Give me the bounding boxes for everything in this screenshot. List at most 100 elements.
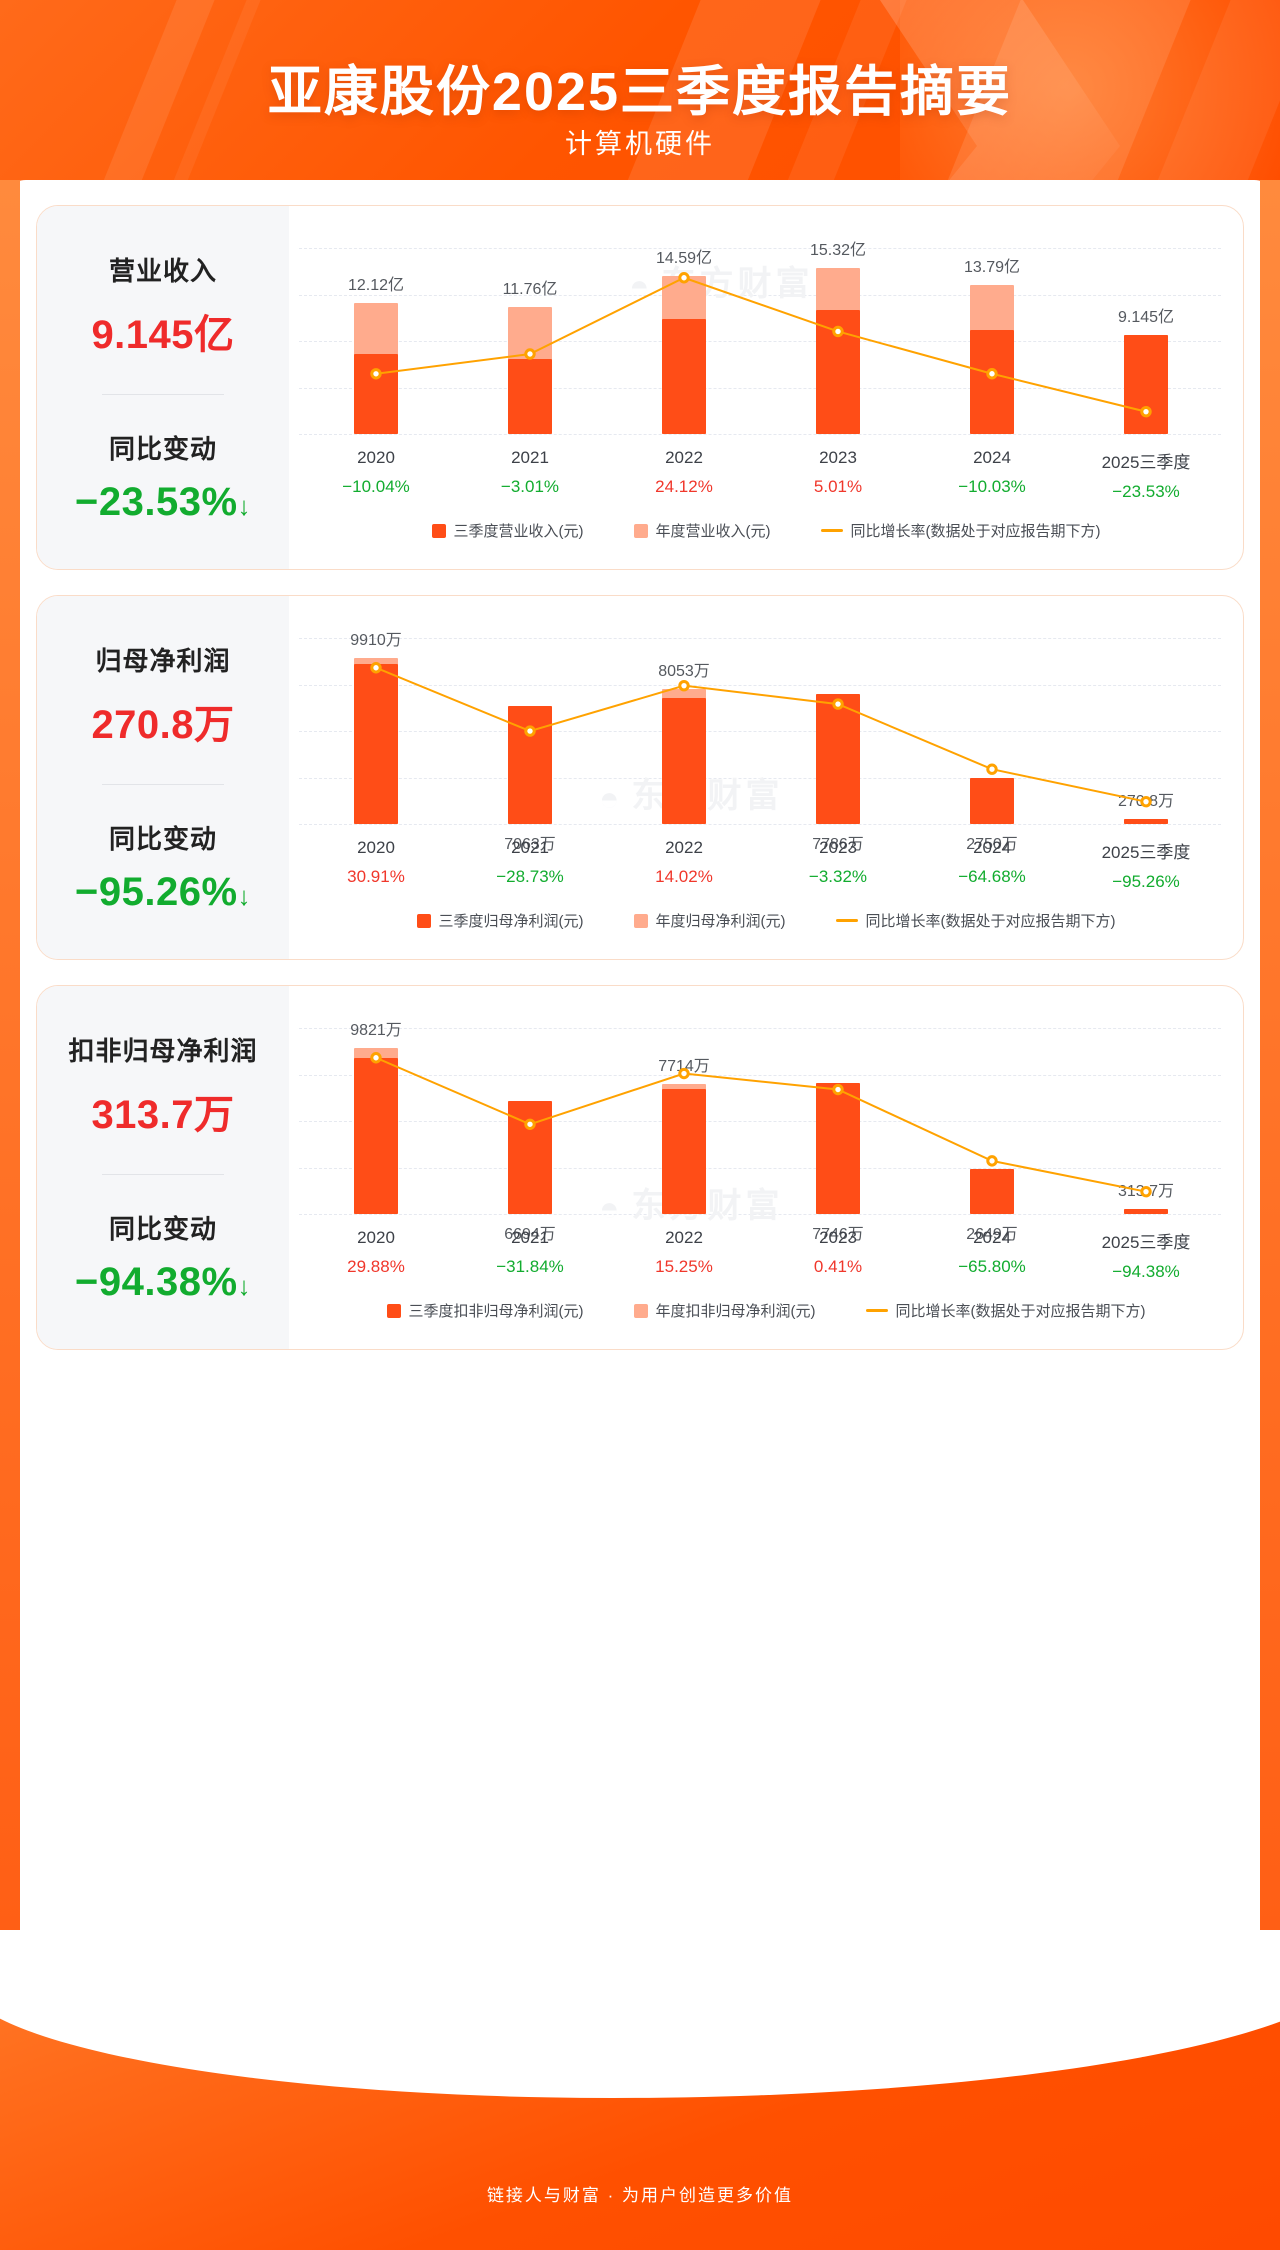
legend-item[interactable]: 三季度归母净利润(元) <box>416 910 584 931</box>
x-tick-growth: −23.53% <box>1112 482 1180 501</box>
legend-line-icon <box>835 919 858 922</box>
bar-value-label: 9821万 <box>350 1021 402 1039</box>
x-tick-year: 2024 <box>973 448 1011 467</box>
growth-rate-line <box>370 272 1152 418</box>
bar-group: 15.32亿 <box>761 242 915 434</box>
legend-label: 同比增长率(数据处于对应报告期下方) <box>865 913 1116 930</box>
x-tick-growth: −28.73% <box>496 867 564 886</box>
x-tick-growth: −3.32% <box>808 867 868 886</box>
growth-point <box>370 662 382 674</box>
plot-area: ◓东方财富9821万6694万7714万7746万2649万313.7万 <box>299 1022 1221 1243</box>
x-axis-tick: 2024 −64.68% <box>922 838 1062 887</box>
change-name: 同比变动 <box>108 1213 217 1244</box>
x-tick-year: 2022 <box>665 838 703 857</box>
growth-point <box>678 272 690 284</box>
x-tick-growth: −3.01% <box>500 477 560 496</box>
x-tick-year: 2023 <box>819 838 857 857</box>
x-axis-tick: 2024 −10.03% <box>922 448 1062 497</box>
metric-card: 归母净利润 270.8万 同比变动 −95.26%↓ ◓ 东方财富 9910万 7063万 80… <box>36 595 1244 960</box>
metric-summary-pane: 归母净利润 270.8万 同比变动 −95.26%↓ <box>37 596 289 959</box>
chart-legend: 三季度扣非归母净利润(元) 年度扣非归母净利润(元) 同比增长率(数据处于对应报告期… <box>313 1300 1219 1321</box>
x-axis-tick: 2021 −3.01% <box>460 448 600 497</box>
bar-value-label: 7714万 <box>658 1057 710 1075</box>
bar-quarter <box>970 1169 1014 1214</box>
gridline <box>299 1121 1221 1122</box>
gridline <box>299 684 1221 686</box>
bar-quarter <box>662 1088 706 1214</box>
bar-group: 14.59亿 <box>607 248 761 434</box>
x-tick-growth: 15.25% <box>655 1257 713 1276</box>
legend-line-icon <box>820 529 843 532</box>
bar-value-label: 13.79亿 <box>963 258 1021 276</box>
legend-swatch-icon <box>633 1303 648 1318</box>
x-axis-tick: 2025三季度 −94.38% <box>1076 1228 1216 1282</box>
x-axis-tick: 2023 5.01% <box>768 448 908 497</box>
bar-quarter <box>1124 1208 1168 1214</box>
legend-line-icon <box>865 1309 888 1312</box>
x-tick-year: 2023 <box>819 1228 857 1247</box>
x-axis: 2020 30.91% 2021 −28.73% 2022 14.02% 2023 −3.32… <box>299 838 1221 892</box>
growth-point <box>1140 1185 1152 1198</box>
legend-label: 年度营业收入(元) <box>655 523 771 540</box>
x-axis-tick: 2021 −31.84% <box>460 1228 600 1277</box>
metric-summary-pane: 营业收入 9.145亿 同比变动 −23.53%↓ <box>37 206 289 569</box>
legend-item[interactable]: 年度归母净利润(元) <box>633 910 786 931</box>
change-name: 同比变动 <box>108 433 217 464</box>
x-tick-growth: 14.02% <box>655 867 713 886</box>
legend-item[interactable]: 年度扣非归母净利润(元) <box>633 1300 816 1321</box>
growth-point <box>370 1052 382 1064</box>
legend-item[interactable]: 同比增长率(数据处于对应报告期下方) <box>835 910 1116 931</box>
x-tick-growth: 24.12% <box>655 477 713 496</box>
x-tick-year: 2020 <box>357 838 395 857</box>
plot-area: ◓ 东方财富 12.12亿 11.76亿 14.59亿 15.32亿 13.79亿 9.145… <box>299 242 1223 435</box>
bar-quarter <box>662 319 706 434</box>
divider <box>102 393 224 395</box>
page-title: 亚康股份2025三季度报告摘要 <box>267 62 1013 122</box>
x-axis: 2020 29.88% 2021 −31.84% 2022 15.25% 2023 0.41%… <box>299 1228 1221 1282</box>
gridline <box>299 638 1221 639</box>
x-axis-tick: 2025三季度 −95.26% <box>1076 838 1216 892</box>
change-value: −94.38%↓ <box>37 1260 289 1305</box>
x-axis-tick: 2025三季度 −23.53% <box>1076 448 1216 502</box>
legend-label: 同比增长率(数据处于对应报告期下方) <box>850 523 1101 540</box>
growth-point <box>1140 405 1152 418</box>
bar-group: 2649万 <box>915 1028 1069 1243</box>
legend-item[interactable]: 三季度营业收入(元) <box>431 520 584 541</box>
bar-group: 7746万 <box>761 1028 915 1243</box>
growth-point <box>678 1067 690 1080</box>
chart-legend: 三季度归母净利润(元) 年度归母净利润(元) 同比增长率(数据处于对应报告期下方) <box>313 910 1219 931</box>
bar-value-label: 15.32亿 <box>809 241 867 259</box>
bar-value-label: 7746万 <box>812 1226 864 1243</box>
growth-point <box>524 725 536 737</box>
x-tick-year: 2021 <box>511 838 549 857</box>
divider <box>102 1173 224 1175</box>
metric-name: 归母净利润 <box>95 645 231 676</box>
growth-point <box>832 698 844 710</box>
gridline <box>299 341 1221 342</box>
legend-item[interactable]: 三季度扣非归母净利润(元) <box>386 1300 584 1321</box>
bar-group: 2750万 <box>915 638 1069 853</box>
x-tick-year: 2024 <box>973 1228 1011 1247</box>
x-tick-growth: 29.88% <box>347 1257 405 1276</box>
growth-point <box>370 368 382 380</box>
growth-point <box>524 348 536 360</box>
bar-group: 9.145亿 <box>1069 248 1223 434</box>
legend-label: 年度归母净利润(元) <box>655 913 786 930</box>
gridline <box>299 248 1221 249</box>
gridline <box>299 387 1221 389</box>
gridline <box>299 294 1221 296</box>
gridline <box>299 1167 1221 1169</box>
legend-item[interactable]: 年度营业收入(元) <box>633 520 771 541</box>
x-tick-year: 2025三季度 <box>1101 1233 1191 1252</box>
legend-item[interactable]: 同比增长率(数据处于对应报告期下方) <box>820 520 1101 541</box>
arrow-down-icon: ↓ <box>237 490 252 521</box>
bar-value-label: 12.12亿 <box>347 276 405 294</box>
growth-point <box>986 763 998 775</box>
x-tick-growth: 0.41% <box>813 1257 863 1276</box>
bar-quarter <box>662 698 706 824</box>
metric-summary-pane: 扣非归母净利润 313.7万 同比变动 −94.38%↓ <box>37 986 289 1349</box>
x-axis: 2020 −10.04% 2021 −3.01% 2022 24.12% 2023 5.01%… <box>299 448 1221 502</box>
legend-label: 三季度扣非归母净利润(元) <box>408 1303 584 1320</box>
x-tick-year: 2022 <box>665 1228 703 1247</box>
legend-item[interactable]: 同比增长率(数据处于对应报告期下方) <box>865 1300 1146 1321</box>
